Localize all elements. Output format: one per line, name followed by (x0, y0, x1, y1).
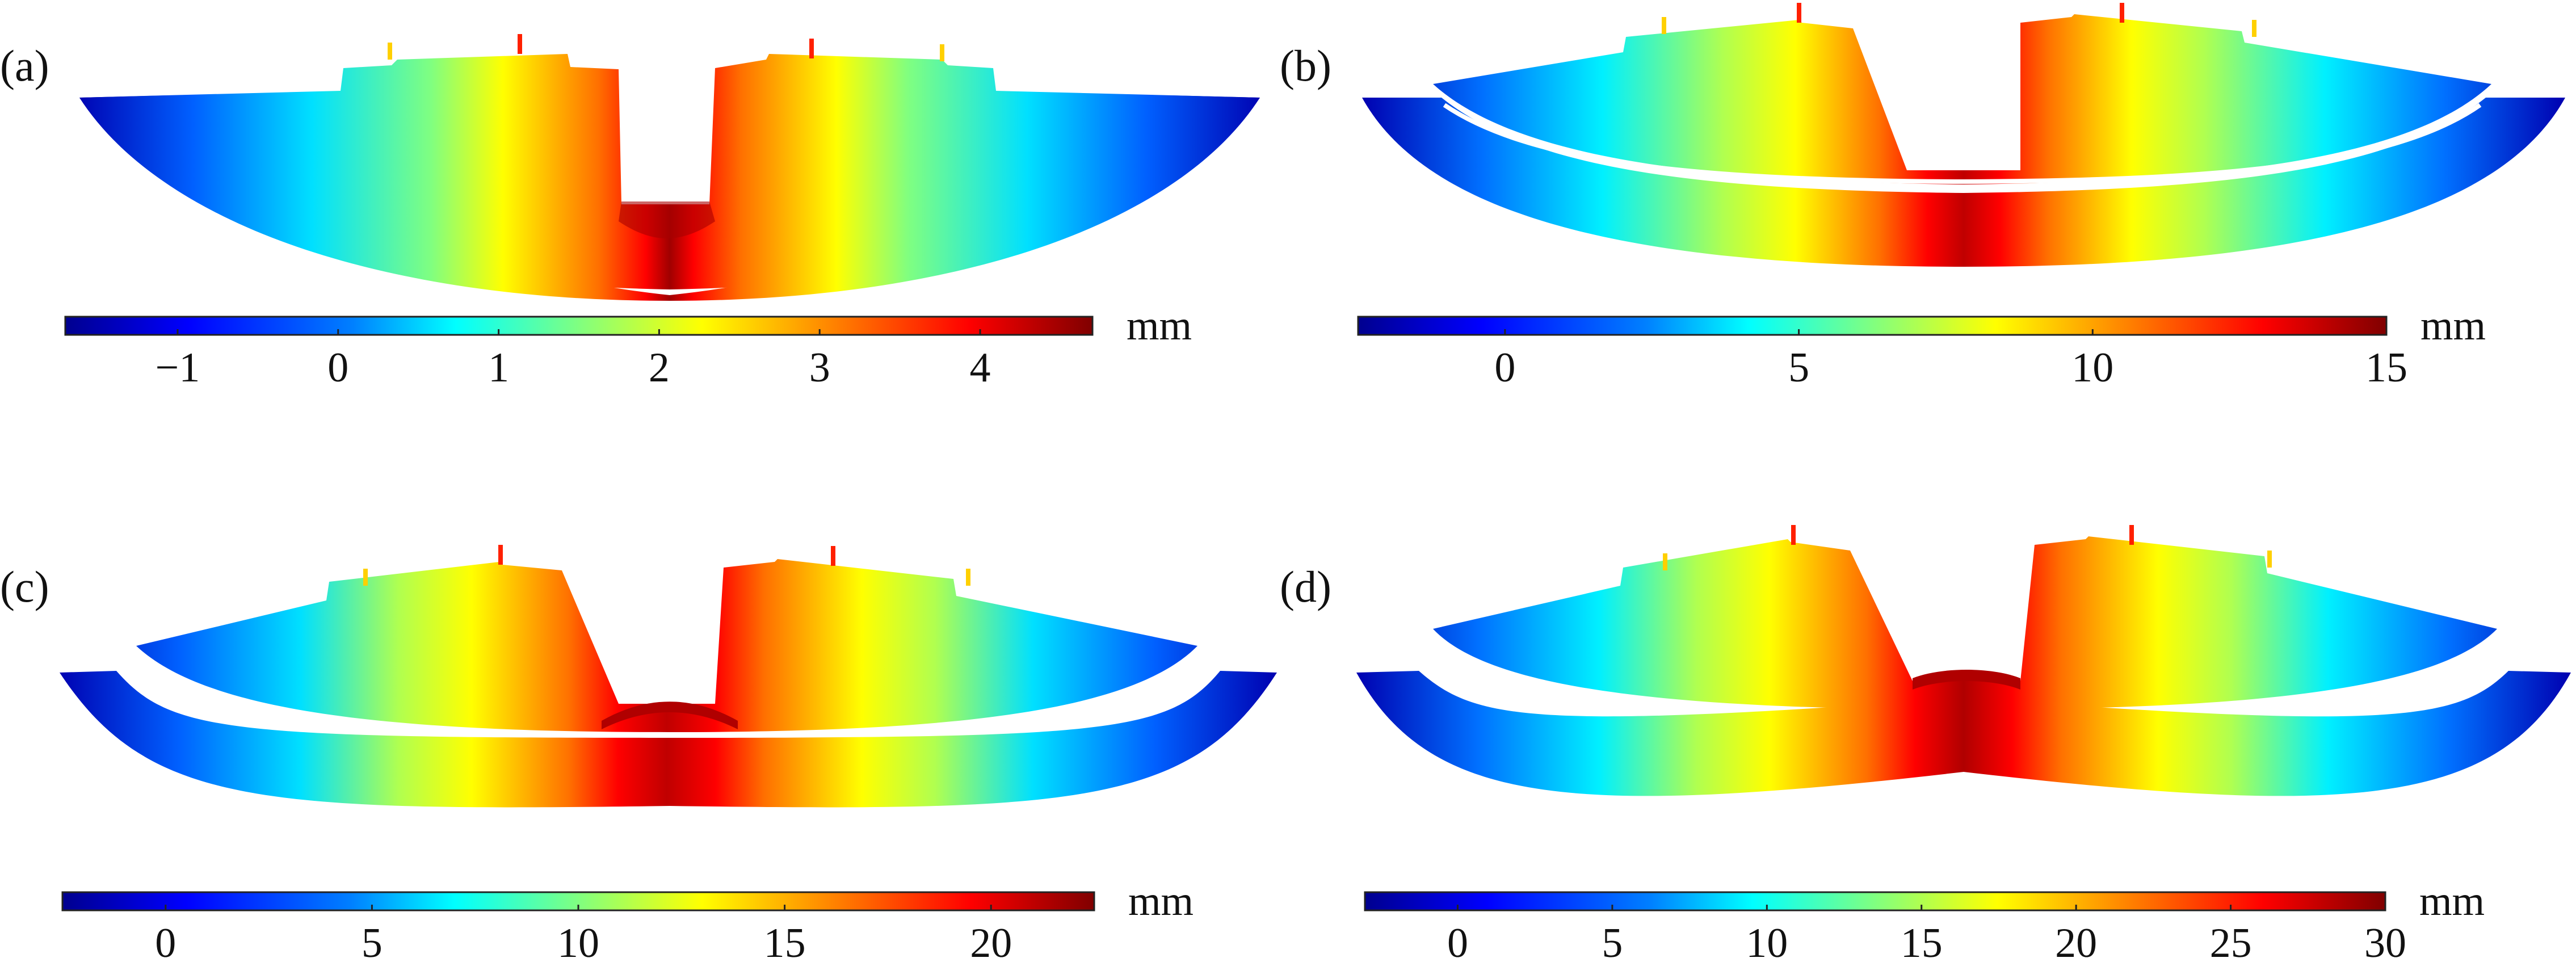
colorbar-tick-label-d: 30 (2364, 920, 2406, 962)
colorbar-tick-label-a: 4 (970, 345, 991, 391)
colorbar-tick-label-d: 15 (1901, 920, 1943, 962)
liner-shape-c (60, 671, 1277, 808)
colorbar-unit-b: mm (2420, 303, 2486, 349)
colorbar-tick-label-c: 10 (557, 920, 599, 962)
colorbar-unit-a: mm (1127, 303, 1192, 349)
gap-line-b (1443, 103, 2482, 184)
panel-label-a: (a) (0, 41, 49, 90)
colorbar-tick-label-b: 10 (2071, 345, 2113, 391)
colorbar-tick-label-c: 5 (362, 920, 383, 962)
colorbar-tick-label-a: 3 (809, 345, 830, 391)
center-arc-c (602, 701, 738, 729)
colorbar-unit-c: mm (1128, 878, 1194, 925)
fixture-markers-a (388, 34, 944, 61)
panel-label-b: (b) (1280, 41, 1331, 90)
colorbar-tick-label-a: 0 (327, 345, 348, 391)
colorbar-tick-label-d: 5 (1602, 920, 1623, 962)
panel-a: (a) (0, 34, 1260, 301)
colorbar-tick-label-b: 15 (2365, 345, 2407, 391)
colorbars: −1 0 1 2 3 4 mm 0 5 10 15 mm 0 5 10 15 20 mm 0 5 10 15 20 25 30 m… (61, 303, 2486, 962)
colorbar-tick-label-d: 20 (2055, 920, 2097, 962)
fixture-markers-b (1662, 3, 2256, 37)
liner-shape-d (1356, 671, 2571, 796)
colorbar-d (1364, 891, 2386, 911)
colorbar-tick-label-d: 25 (2210, 920, 2252, 962)
colorbar-tick-label-b: 0 (1494, 345, 1515, 391)
panel-d: (d) (1280, 525, 2571, 796)
colorbar-tick-label-a: 1 (488, 345, 509, 391)
colorbar-unit-d: mm (2419, 878, 2485, 925)
colorbar-tick-label-a: 2 (649, 345, 670, 391)
colorbar-tick-label-d: 0 (1447, 920, 1468, 962)
colorbar-tick-label-c: 15 (764, 920, 806, 962)
colorbar-tick-label-c: 0 (155, 920, 176, 962)
structure-body-d (1433, 536, 2497, 709)
colorbar-a (64, 316, 1094, 336)
panel-label-c: (c) (0, 562, 49, 611)
bottom-region-a (619, 201, 715, 238)
structure-body-b (1433, 14, 2491, 184)
structure-body-c (136, 559, 1197, 732)
colorbar-tick-label-d: 10 (1746, 920, 1788, 962)
center-arc-d (1913, 670, 2020, 690)
panel-c: (c) (0, 545, 1277, 808)
structure-body-a (79, 54, 1260, 289)
colorbar-tick-label-a: −1 (156, 345, 200, 391)
fixture-markers-d (1663, 525, 2272, 570)
panel-label-d: (d) (1280, 562, 1331, 611)
panel-b: (b) (1280, 3, 2565, 267)
colorbar-tick-label-c: 20 (970, 920, 1012, 962)
colorbar-tick-label-b: 5 (1788, 345, 1809, 391)
liner-shape-b (1362, 98, 2565, 267)
fixture-markers-c (363, 545, 970, 586)
colorbar-b (1357, 316, 2388, 336)
